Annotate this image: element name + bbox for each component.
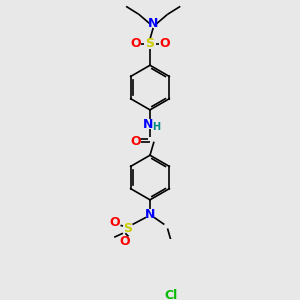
- Text: N: N: [143, 118, 154, 131]
- Text: O: O: [130, 135, 141, 148]
- Text: O: O: [110, 216, 120, 229]
- Text: O: O: [119, 235, 130, 248]
- Text: Cl: Cl: [164, 289, 177, 300]
- Text: N: N: [145, 208, 155, 221]
- Text: N: N: [148, 17, 158, 30]
- Text: S: S: [146, 37, 154, 50]
- Text: S: S: [123, 222, 132, 235]
- Text: O: O: [159, 37, 169, 50]
- Text: H: H: [152, 122, 160, 132]
- Text: O: O: [130, 37, 141, 50]
